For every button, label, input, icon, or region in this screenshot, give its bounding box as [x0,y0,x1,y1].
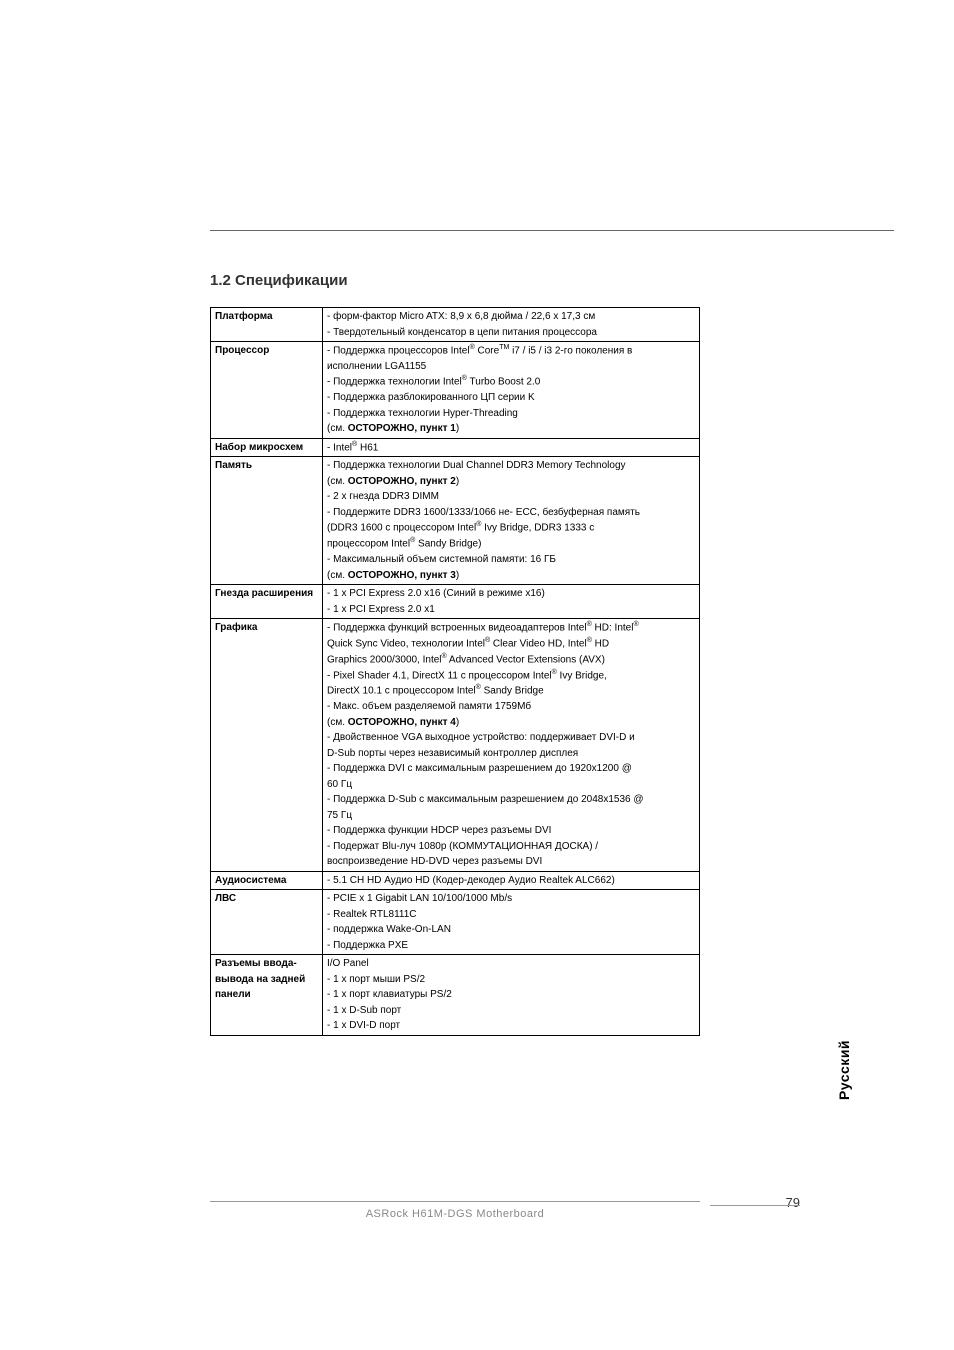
spec-value: - Поддержка функций встроенных видеоадап… [323,619,700,872]
table-row: ЛВС- PCIE x 1 Gigabit LAN 10/100/1000 Mb… [211,890,700,955]
spec-line: - Поддержка PXE [327,938,695,954]
spec-label: Платформа [211,308,323,342]
spec-line: - 5.1 CH HD Аудио HD (Кодер-декодер Ауди… [327,873,695,889]
spec-line: - Твердотельный конденсатор в цепи питан… [327,325,695,341]
spec-line: 75 Гц [327,808,695,824]
page-number: 79 [786,1195,800,1210]
spec-line: (DDR3 1600 с процессором Intel® Ivy Brid… [327,520,695,536]
spec-line: Graphics 2000/3000, Intel® Advanced Vect… [327,652,695,668]
table-row: Разъемы ввода-вывода на задней панелиI/O… [211,955,700,1036]
spec-line: воспроизведение HD-DVD через разъемы DVI [327,854,695,870]
spec-line: - Поддержка технологии Dual Channel DDR3… [327,458,695,474]
spec-line: - Двойственное VGA выходное устройство: … [327,730,695,746]
spec-line: (см. ОСТОРОЖНО, пункт 3) [327,568,695,584]
spec-line: (см. ОСТОРОЖНО, пункт 4) [327,715,695,731]
spec-label: Процессор [211,342,323,439]
spec-line: - Intel® H61 [327,440,695,456]
spec-value: - Поддержка технологии Dual Channel DDR3… [323,457,700,585]
spec-line: - Поддержка разблокированного ЦП серии K [327,390,695,406]
spec-line: исполнении LGA1155 [327,359,695,375]
spec-line: - 1 x PCI Express 2.0 x16 (Синий в режим… [327,586,695,602]
spec-label: Аудиосистема [211,871,323,890]
spec-line: - Подержат Blu-луч 1080p (КОММУТАЦИОННАЯ… [327,839,695,855]
spec-line: процессором Intel® Sandy Bridge) [327,536,695,552]
table-row: Платформа- форм-фактор Micro ATX: 8,9 x … [211,308,700,342]
language-label: Русский [836,1040,852,1100]
spec-line: - Поддержка технологии Intel® Turbo Boos… [327,374,695,390]
spec-line: - Поддержка процессоров Intel® CoreTM i7… [327,343,695,359]
spec-line: - форм-фактор Micro ATX: 8,9 x 6,8 дюйма… [327,309,695,325]
spec-line: - Поддержка D-Sub с максимальным разреше… [327,792,695,808]
top-horizontal-rule [210,230,894,231]
spec-line: - Макс. объем разделяемой памяти 1759Мб [327,699,695,715]
spec-line: - 2 x гнезда DDR3 DIMM [327,489,695,505]
spec-line: - 1 x DVI-D порт [327,1018,695,1034]
table-row: Графика- Поддержка функций встроенных ви… [211,619,700,872]
spec-label: Память [211,457,323,585]
language-side-tab: Русский [834,1010,854,1130]
spec-label: Гнезда расширения [211,585,323,619]
spec-value: - PCIE x 1 Gigabit LAN 10/100/1000 Mb/s-… [323,890,700,955]
spec-label: Разъемы ввода-вывода на задней панели [211,955,323,1036]
spec-value: - Поддержка процессоров Intel® CoreTM i7… [323,342,700,439]
table-row: Аудиосистема- 5.1 CH HD Аудио HD (Кодер-… [211,871,700,890]
spec-line: - 1 x PCI Express 2.0 x1 [327,602,695,618]
spec-line: - поддержка Wake-On-LAN [327,922,695,938]
spec-line: Quick Sync Video, технологии Intel® Clea… [327,636,695,652]
table-row: Гнезда расширения- 1 x PCI Express 2.0 x… [211,585,700,619]
footer-rule [210,1201,700,1202]
page: 1.2 Спецификации Платформа- форм-фактор … [0,0,954,1350]
spec-line: - Pixel Shader 4.1, DirectX 11 с процесс… [327,668,695,684]
spec-line: (см. ОСТОРОЖНО, пункт 1) [327,421,695,437]
spec-label: Набор микросхем [211,438,323,457]
spec-line: - 1 x порт мыши PS/2 [327,972,695,988]
spec-value: - Intel® H61 [323,438,700,457]
spec-value: - форм-фактор Micro ATX: 8,9 x 6,8 дюйма… [323,308,700,342]
spec-line: D-Sub порты через независимый контроллер… [327,746,695,762]
spec-line: (см. ОСТОРОЖНО, пункт 2) [327,474,695,490]
spec-value: I/O Panel- 1 x порт мыши PS/2- 1 x порт … [323,955,700,1036]
spec-line: I/O Panel [327,956,695,972]
table-row: Память- Поддержка технологии Dual Channe… [211,457,700,585]
spec-line: 60 Гц [327,777,695,793]
footer: 79 ASRock H61M-DGS Motherboard [210,1195,700,1220]
spec-line: DirectX 10.1 с процессором Intel® Sandy … [327,683,695,699]
spec-value: - 1 x PCI Express 2.0 x16 (Синий в режим… [323,585,700,619]
spec-line: - Поддержите DDR3 1600/1333/1066 не- ECC… [327,505,695,521]
spec-line: - PCIE x 1 Gigabit LAN 10/100/1000 Mb/s [327,891,695,907]
content-area: 1.2 Спецификации Платформа- форм-фактор … [210,272,700,1036]
spec-line: - 1 x D-Sub порт [327,1003,695,1019]
table-row: Набор микросхем- Intel® H61 [211,438,700,457]
spec-line: - Максимальный объем системной памяти: 1… [327,552,695,568]
table-row: Процессор- Поддержка процессоров Intel® … [211,342,700,439]
spec-label: Графика [211,619,323,872]
spec-line: - Поддержка функции HDCP через разъемы D… [327,823,695,839]
spec-value: - 5.1 CH HD Аудио HD (Кодер-декодер Ауди… [323,871,700,890]
spec-line: - 1 x порт клавиатуры PS/2 [327,987,695,1003]
spec-table: Платформа- форм-фактор Micro ATX: 8,9 x … [210,307,700,1036]
spec-line: - Поддержка DVI с максимальным разрешени… [327,761,695,777]
spec-label: ЛВС [211,890,323,955]
spec-line: - Realtek RTL8111C [327,907,695,923]
spec-line: - Поддержка функций встроенных видеоадап… [327,620,695,636]
footer-text: ASRock H61M-DGS Motherboard [210,1208,700,1220]
section-heading: 1.2 Спецификации [210,272,700,289]
footer-rule-stub [710,1205,800,1206]
spec-line: - Поддержка технологии Hyper-Threading [327,406,695,422]
